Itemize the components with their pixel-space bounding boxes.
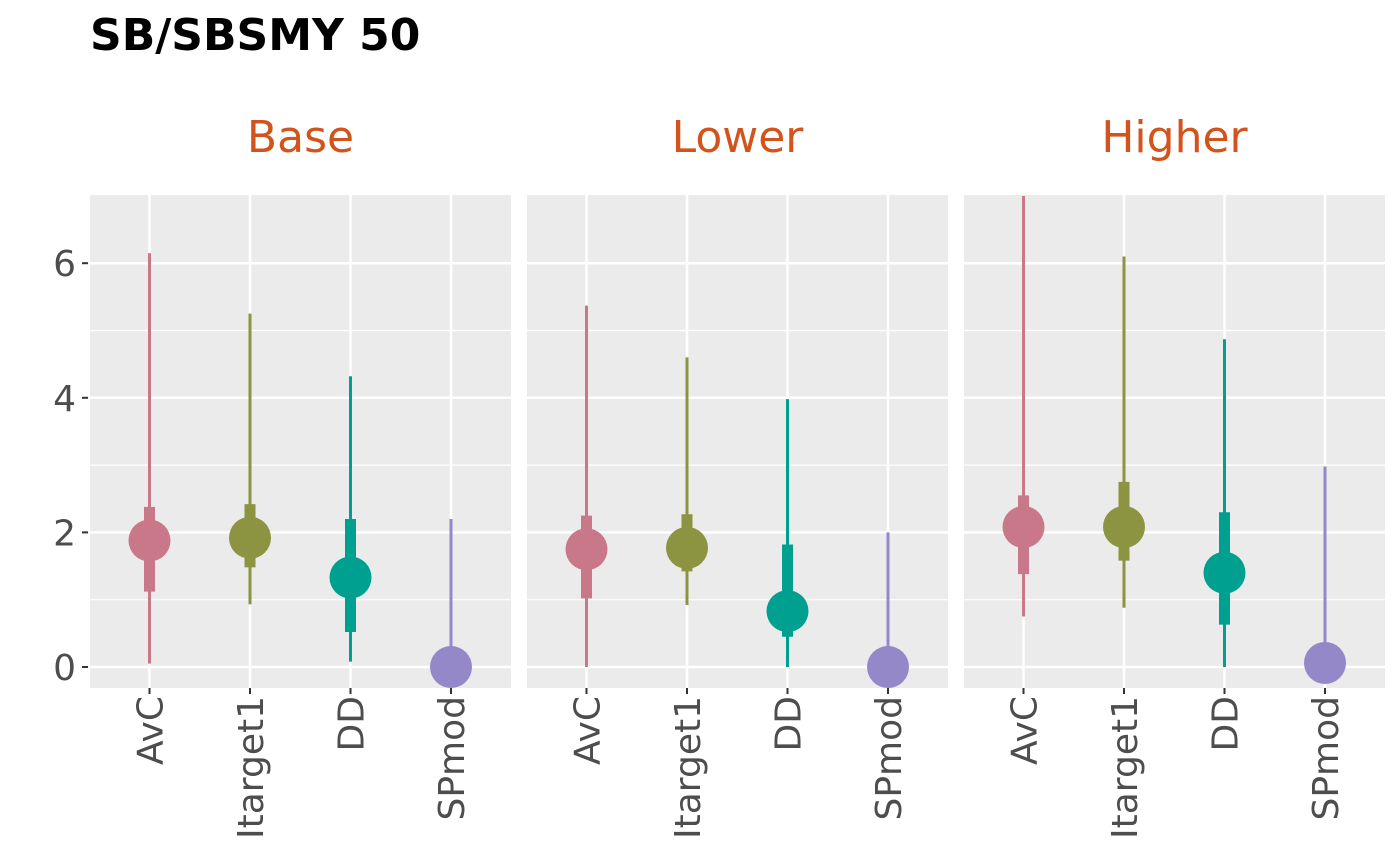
- y-tick-label: 2: [53, 513, 76, 554]
- point-range-itarget1: [229, 313, 271, 605]
- median-point: [1103, 506, 1145, 549]
- x-tick-label: Itarget1: [668, 696, 709, 839]
- point-ranges: [565, 305, 909, 688]
- point-ranges: [1002, 195, 1346, 684]
- x-tick-label: AvC: [1005, 696, 1046, 765]
- point-range-itarget1: [666, 357, 708, 606]
- facet-strip-label: Base: [247, 112, 354, 163]
- x-tick-label: Itarget1: [231, 696, 272, 839]
- facet-strip-label: Higher: [1101, 112, 1248, 163]
- y-tick-label: 6: [53, 244, 76, 285]
- median-point: [128, 519, 171, 562]
- median-point: [1304, 641, 1346, 684]
- x-tick-label: Itarget1: [1105, 696, 1146, 839]
- point-range-avc: [565, 305, 608, 667]
- point-range-dd: [766, 399, 809, 667]
- median-point: [1203, 551, 1246, 594]
- x-tick-label: SPmod: [1306, 696, 1347, 821]
- x-tick-label: SPmod: [432, 696, 473, 821]
- chart-title: SB/SBSMY 50: [90, 10, 420, 61]
- median-point: [766, 590, 809, 633]
- median-point: [1002, 506, 1045, 549]
- point-range-spmod: [867, 532, 909, 688]
- y-axis: 0 2 4 6: [53, 244, 88, 689]
- x-tick-label: DD: [769, 696, 810, 751]
- median-point: [329, 556, 372, 599]
- panel-background: [964, 195, 1385, 688]
- facet-panel-higher: Higher AvC Itarget1 DD SPmod: [964, 112, 1385, 839]
- y-tick-label: 4: [53, 379, 76, 420]
- point-range-spmod: [430, 518, 472, 688]
- point-ranges: [128, 253, 472, 688]
- x-tick-label: DD: [1206, 696, 1247, 751]
- median-point: [666, 526, 708, 569]
- facet-strip-label: Lower: [672, 112, 805, 163]
- panel-background: [527, 195, 948, 688]
- point-range-avc: [1002, 195, 1045, 617]
- median-point: [565, 528, 608, 571]
- facets: Base AvC Itarget1 DD SPmod Lower AvC Itarget1 DD…: [90, 112, 1385, 839]
- x-tick-label: AvC: [131, 696, 172, 765]
- point-range-dd: [329, 376, 372, 662]
- x-tick-label: AvC: [568, 696, 609, 765]
- facet-panel-base: Base AvC Itarget1 DD SPmod: [90, 112, 511, 839]
- point-range-avc: [128, 253, 171, 664]
- facet-panel-lower: Lower AvC Itarget1 DD SPmod: [527, 112, 948, 839]
- x-tick-label: SPmod: [869, 696, 910, 821]
- point-range-itarget1: [1103, 256, 1145, 608]
- point-range-spmod: [1304, 466, 1346, 684]
- y-tick-label: 0: [53, 648, 76, 689]
- median-point: [867, 646, 909, 688]
- panel-background: [90, 195, 511, 688]
- median-point: [430, 646, 472, 688]
- median-point: [229, 516, 271, 559]
- x-tick-label: DD: [332, 696, 373, 751]
- point-range-dd: [1203, 339, 1246, 667]
